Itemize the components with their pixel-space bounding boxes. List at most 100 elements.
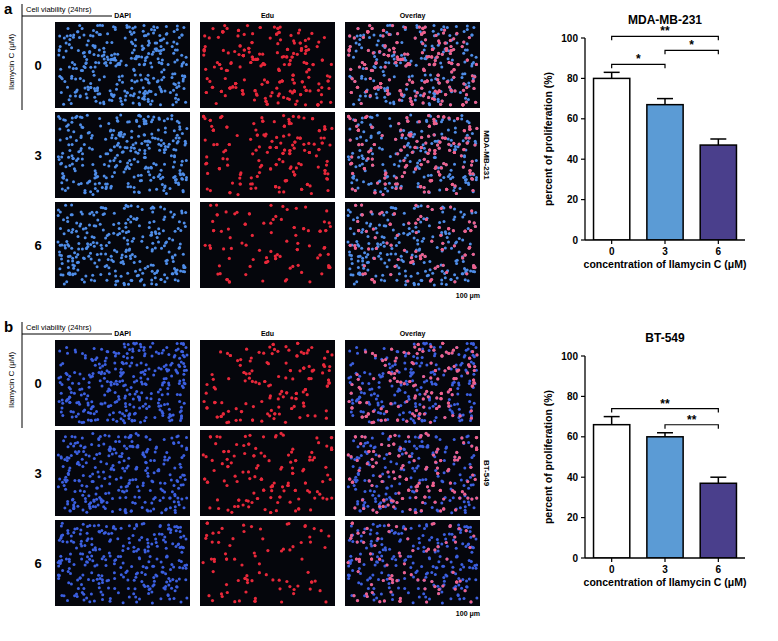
edu-dot xyxy=(206,187,209,190)
nucleus-dot xyxy=(67,129,70,132)
nucleus-dot xyxy=(133,186,136,189)
nucleus-dot xyxy=(138,125,141,128)
nucleus-dot xyxy=(126,121,129,124)
edu-dot xyxy=(249,182,252,185)
nucleus-dot xyxy=(393,75,396,78)
column-label: Edu xyxy=(261,12,274,19)
edu-dot xyxy=(406,53,409,56)
nucleus-dot xyxy=(128,159,131,162)
nucleus-dot xyxy=(389,102,392,105)
nucleus-dot xyxy=(393,163,396,166)
nucleus-dot xyxy=(418,167,421,170)
nucleus-dot xyxy=(463,161,466,164)
nucleus-dot xyxy=(173,161,176,164)
edu-dot xyxy=(461,103,464,106)
edu-dot xyxy=(431,48,434,51)
nucleus-dot xyxy=(94,61,97,64)
edu-dot xyxy=(254,128,257,131)
nucleus-dot xyxy=(170,118,173,121)
nucleus-dot xyxy=(176,28,179,31)
nucleus-dot xyxy=(141,45,144,48)
panel-header: Cell viability (24hrs) xyxy=(26,5,92,14)
nucleus-dot xyxy=(60,91,63,94)
nucleus-dot xyxy=(161,183,164,186)
nucleus-dot xyxy=(88,180,91,183)
edu-dot xyxy=(379,82,382,85)
nucleus-dot xyxy=(101,186,104,189)
nucleus-dot xyxy=(123,133,126,136)
nucleus-dot xyxy=(135,119,138,122)
edu-dot xyxy=(297,115,300,118)
edu-dot xyxy=(204,162,207,165)
nucleus-dot xyxy=(98,182,101,185)
edu-dot xyxy=(367,49,370,52)
edu-dot xyxy=(288,152,291,155)
nucleus-dot xyxy=(407,142,410,145)
edu-dot xyxy=(404,64,407,67)
nucleus-dot xyxy=(109,89,112,92)
nucleus-dot xyxy=(410,60,413,63)
nucleus-dot xyxy=(147,100,150,103)
nucleus-dot xyxy=(72,36,75,39)
nucleus-dot xyxy=(133,147,136,150)
nucleus-dot xyxy=(373,55,376,58)
nucleus-dot xyxy=(425,119,428,122)
edu-dot xyxy=(229,62,232,65)
edu-dot xyxy=(371,158,374,161)
edu-dot xyxy=(218,167,221,170)
edu-dot xyxy=(270,140,273,143)
edu-dot xyxy=(208,80,211,83)
nucleus-dot xyxy=(160,45,163,48)
edu-dot xyxy=(374,62,377,65)
edu-dot xyxy=(289,167,292,170)
nucleus-dot xyxy=(68,98,71,101)
nucleus-dot xyxy=(148,82,151,85)
edu-dot xyxy=(291,144,294,147)
edu-dot xyxy=(209,189,212,192)
nucleus-dot xyxy=(70,75,73,78)
nucleus-dot xyxy=(103,57,106,60)
nucleus-dot xyxy=(177,182,180,185)
edu-dot xyxy=(444,93,447,96)
edu-dot xyxy=(434,59,437,62)
nucleus-dot xyxy=(163,68,166,71)
nucleus-dot xyxy=(167,63,170,66)
edu-dot xyxy=(384,173,387,176)
nucleus-dot xyxy=(119,145,122,148)
nucleus-dot xyxy=(67,156,70,159)
nucleus-dot xyxy=(130,41,133,44)
nucleus-dot xyxy=(115,116,118,119)
edu-dot xyxy=(286,48,289,51)
edu-dot xyxy=(277,101,280,104)
nucleus-dot xyxy=(122,150,125,153)
nucleus-dot xyxy=(105,152,108,155)
nucleus-dot xyxy=(463,61,466,64)
nucleus-dot xyxy=(101,55,104,58)
nucleus-dot xyxy=(104,138,107,141)
nucleus-dot xyxy=(68,43,71,46)
nucleus-dot xyxy=(175,178,178,181)
edu-dot xyxy=(212,143,215,146)
edu-dot xyxy=(279,26,282,29)
edu-dot xyxy=(447,116,450,119)
nucleus-dot xyxy=(448,173,451,176)
nucleus-dot xyxy=(72,67,75,70)
nucleus-dot xyxy=(94,169,97,172)
edu-dot xyxy=(399,89,402,92)
nucleus-dot xyxy=(140,55,143,58)
nucleus-dot xyxy=(155,188,158,191)
micrograph xyxy=(345,112,480,198)
nucleus-dot xyxy=(126,91,129,94)
edu-dot xyxy=(212,129,215,132)
figure: aCell viability (24hrs)Ilamycin C (μM)DA… xyxy=(0,0,778,641)
nucleus-dot xyxy=(164,131,167,134)
edu-dot xyxy=(472,79,475,82)
edu-dot xyxy=(320,101,323,104)
edu-dot xyxy=(221,157,224,160)
edu-dot xyxy=(257,159,260,162)
edu-dot xyxy=(423,92,426,95)
nucleus-dot xyxy=(133,69,136,72)
edu-dot xyxy=(256,175,259,178)
nucleus-dot xyxy=(150,90,153,93)
nucleus-dot xyxy=(442,77,445,80)
